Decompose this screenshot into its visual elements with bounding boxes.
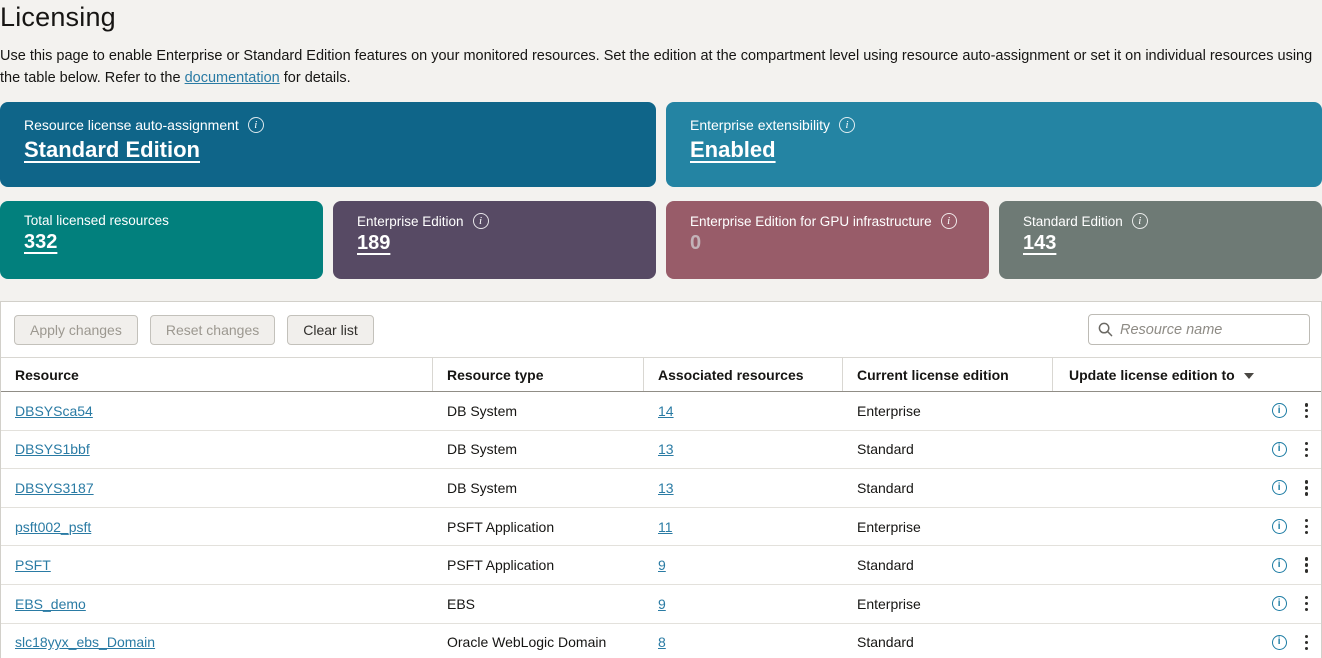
resource-link[interactable]: DBSYS3187 [15, 479, 94, 496]
current-edition-cell: Standard [857, 441, 914, 458]
associated-resources-link[interactable]: 9 [658, 557, 666, 574]
card-total-licensed: Total licensed resources 332 [0, 201, 323, 279]
current-edition-cell: Standard [857, 479, 914, 496]
page-description: Use this page to enable Enterprise or St… [0, 45, 1322, 89]
table-row: psft002_psft PSFT Application 11 Enterpr… [1, 508, 1321, 547]
banner-license-auto-assignment: Resource license auto-assignment i Stand… [0, 102, 656, 187]
row-actions-kebab-icon[interactable] [1302, 633, 1311, 652]
associated-resources-link[interactable]: 9 [658, 595, 666, 612]
resource-type-cell: DB System [447, 402, 518, 419]
card-label: Enterprise Edition for GPU infrastructur… [690, 213, 932, 229]
table-toolbar: Apply changes Reset changes Clear list [1, 302, 1321, 357]
clear-list-button[interactable]: Clear list [287, 314, 374, 345]
row-actions-kebab-icon[interactable] [1302, 401, 1311, 420]
resource-type-cell: EBS [447, 595, 476, 612]
banner-label: Resource license auto-assignment [24, 117, 239, 133]
reset-changes-button[interactable]: Reset changes [149, 314, 276, 345]
row-actions-kebab-icon[interactable] [1302, 555, 1311, 574]
table-body: DBSYSca54 DB System 14 Enterprise i DBSY… [1, 392, 1321, 658]
card-enterprise-gpu: Enterprise Edition for GPU infrastructur… [666, 201, 989, 279]
table-header-row: Resource Resource type Associated resour… [1, 357, 1321, 392]
chevron-down-icon[interactable] [1243, 372, 1254, 379]
resource-link[interactable]: EBS_demo [15, 595, 86, 612]
resource-type-cell: Oracle WebLogic Domain [447, 634, 607, 651]
banner-label: Enterprise extensibility [690, 117, 831, 133]
info-icon[interactable]: i [839, 117, 856, 133]
stat-card-row: Total licensed resources 332 Enterprise … [0, 201, 1322, 279]
row-info-icon[interactable]: i [1271, 519, 1287, 535]
current-edition-cell: Enterprise [857, 402, 921, 419]
resource-link[interactable]: DBSYSca54 [15, 402, 93, 419]
banner-enterprise-extensibility: Enterprise extensibility i Enabled [666, 102, 1322, 187]
search-icon [1098, 322, 1113, 337]
table-row: DBSYSca54 DB System 14 Enterprise i [1, 392, 1321, 431]
resource-type-cell: DB System [447, 479, 518, 496]
table-row: DBSYS1bbf DB System 13 Standard i [1, 431, 1321, 470]
row-actions-kebab-icon[interactable] [1302, 478, 1311, 497]
auto-assignment-value-link[interactable]: Standard Edition [24, 137, 200, 162]
resource-link[interactable]: slc18yyx_ebs_Domain [15, 634, 156, 651]
resource-link[interactable]: PSFT [15, 557, 51, 574]
column-header-update-edition[interactable]: Update license edition to [1053, 358, 1321, 391]
associated-resources-link[interactable]: 11 [658, 518, 673, 535]
row-actions-kebab-icon[interactable] [1302, 594, 1311, 613]
table-row: EBS_demo EBS 9 Enterprise i [1, 585, 1321, 624]
info-icon[interactable]: i [247, 117, 264, 133]
standard-count-link[interactable]: 143 [1023, 232, 1057, 254]
row-actions-kebab-icon[interactable] [1302, 517, 1311, 536]
associated-resources-link[interactable]: 14 [658, 402, 674, 419]
description-text-after: for details. [279, 70, 351, 86]
card-label: Standard Edition [1023, 213, 1123, 229]
row-info-icon[interactable]: i [1271, 557, 1287, 573]
extensibility-value-link[interactable]: Enabled [690, 137, 776, 162]
column-header-resource: Resource [1, 358, 433, 391]
enterprise-gpu-count: 0 [690, 232, 702, 254]
column-header-resource-type: Resource type [433, 358, 644, 391]
info-icon[interactable]: i [940, 213, 957, 229]
table-row: PSFT PSFT Application 9 Standard i [1, 546, 1321, 585]
total-licensed-count-link[interactable]: 332 [24, 231, 58, 253]
apply-changes-button[interactable]: Apply changes [14, 314, 138, 345]
resource-search-box[interactable] [1088, 314, 1310, 345]
description-text-before: Use this page to enable Enterprise or St… [0, 48, 1313, 86]
card-enterprise-edition: Enterprise Edition i 189 [333, 201, 656, 279]
current-edition-cell: Enterprise [857, 595, 921, 612]
resource-table-panel: Apply changes Reset changes Clear list R… [0, 301, 1322, 658]
card-label: Enterprise Edition [357, 213, 464, 229]
column-header-update-edition-label: Update license edition to [1069, 366, 1235, 383]
table-row: DBSYS3187 DB System 13 Standard i [1, 469, 1321, 508]
current-edition-cell: Standard [857, 634, 914, 651]
row-info-icon[interactable]: i [1271, 634, 1287, 650]
info-icon[interactable]: i [472, 213, 489, 229]
resource-type-cell: PSFT Application [447, 518, 555, 535]
banner-row: Resource license auto-assignment i Stand… [0, 102, 1322, 187]
enterprise-count-link[interactable]: 189 [357, 232, 391, 254]
resource-link[interactable]: psft002_psft [15, 518, 92, 535]
associated-resources-link[interactable]: 13 [658, 479, 674, 496]
row-info-icon[interactable]: i [1271, 441, 1287, 457]
associated-resources-link[interactable]: 13 [658, 441, 674, 458]
column-header-associated-resources: Associated resources [644, 358, 843, 391]
row-info-icon[interactable]: i [1271, 403, 1287, 419]
resource-link[interactable]: DBSYS1bbf [15, 441, 90, 458]
row-actions-kebab-icon[interactable] [1302, 440, 1311, 459]
current-edition-cell: Enterprise [857, 518, 921, 535]
card-label: Total licensed resources [24, 213, 169, 228]
row-info-icon[interactable]: i [1271, 480, 1287, 496]
page-title: Licensing [0, 2, 116, 32]
row-info-icon[interactable]: i [1271, 596, 1287, 612]
info-icon[interactable]: i [1131, 213, 1148, 229]
documentation-link[interactable]: documentation [184, 70, 280, 86]
card-standard-edition: Standard Edition i 143 [999, 201, 1322, 279]
resource-type-cell: DB System [447, 441, 518, 458]
associated-resources-link[interactable]: 8 [658, 634, 666, 651]
resource-type-cell: PSFT Application [447, 557, 555, 574]
table-row: slc18yyx_ebs_Domain Oracle WebLogic Doma… [1, 624, 1321, 658]
current-edition-cell: Standard [857, 557, 914, 574]
column-header-current-edition: Current license edition [843, 358, 1053, 391]
search-input[interactable] [1120, 321, 1300, 338]
